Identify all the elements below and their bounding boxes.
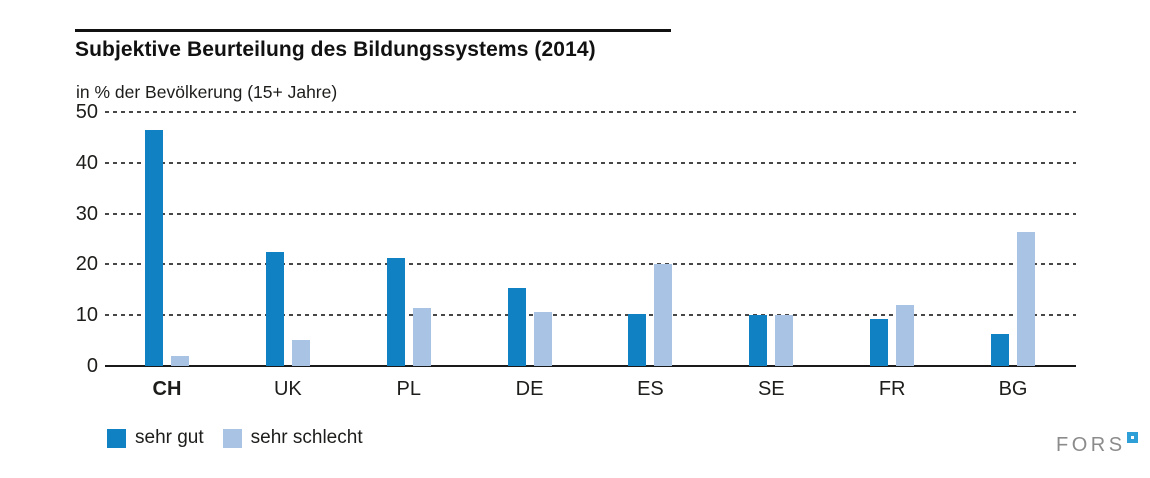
- bar-sehr-gut-PL: [386, 257, 405, 366]
- legend-swatch-sehr-schlecht: [222, 428, 242, 448]
- x-label-CH: CH: [152, 378, 182, 400]
- chart-title: Subjektive Beurteilung des Bildungssyste…: [75, 38, 596, 61]
- y-tick-label-20: 20: [75, 253, 98, 276]
- y-tick-label-50: 50: [75, 101, 98, 123]
- gridline-10: [105, 314, 1076, 317]
- bar-sehr-gut-ES: [628, 313, 647, 366]
- x-axis-line: [105, 365, 1076, 367]
- bar-sehr-schlecht-UK: [291, 339, 310, 366]
- gridline-50: [105, 111, 1076, 113]
- y-tick-label-0: 0: [86, 355, 98, 377]
- x-label-DE: DE: [515, 378, 544, 400]
- bar-sehr-gut-CH: [145, 129, 163, 366]
- bar-sehr-schlecht-DE: [533, 312, 552, 366]
- fors-logo-text: FORS: [1056, 434, 1126, 456]
- x-label-FR: FR: [878, 378, 906, 400]
- gridline-40: [105, 161, 1076, 164]
- bar-sehr-schlecht-CH: [171, 355, 189, 366]
- bar-sehr-schlecht-FR: [896, 305, 915, 366]
- x-label-SE: SE: [757, 378, 785, 400]
- x-label-UK: UK: [273, 378, 302, 400]
- bar-sehr-gut-SE: [749, 315, 768, 366]
- bar-sehr-schlecht-ES: [654, 264, 673, 366]
- x-label-PL: PL: [396, 378, 421, 400]
- fors-logo-square-icon: [1126, 432, 1138, 443]
- legend-label-sehr-gut: sehr gut: [135, 427, 204, 448]
- gridline-20: [105, 263, 1076, 266]
- legend-label-sehr-schlecht: sehr schlecht: [250, 427, 363, 448]
- bar-sehr-schlecht-SE: [775, 315, 794, 366]
- legend-swatch-sehr-gut: [107, 428, 126, 448]
- bar-sehr-schlecht-PL: [412, 307, 431, 366]
- bar-sehr-gut-FR: [870, 318, 889, 366]
- fors-logo: FORS: [1056, 432, 1138, 457]
- y-tick-label-30: 30: [75, 202, 98, 225]
- title-rule: [75, 29, 671, 32]
- y-tick-label-40: 40: [75, 151, 98, 174]
- bar-sehr-schlecht-BG: [1017, 231, 1036, 366]
- bar-sehr-gut-DE: [507, 288, 526, 366]
- gridline-30: [105, 212, 1076, 215]
- bar-sehr-gut-BG: [991, 333, 1010, 366]
- x-label-ES: ES: [637, 378, 664, 400]
- legend: sehr gut sehr schlecht: [107, 427, 382, 449]
- bar-sehr-gut-UK: [265, 251, 284, 366]
- chart-subtitle: in % der Bevölkerung (15+ Jahre): [76, 82, 338, 102]
- x-label-BG: BG: [998, 378, 1028, 400]
- y-tick-label-10: 10: [75, 304, 98, 327]
